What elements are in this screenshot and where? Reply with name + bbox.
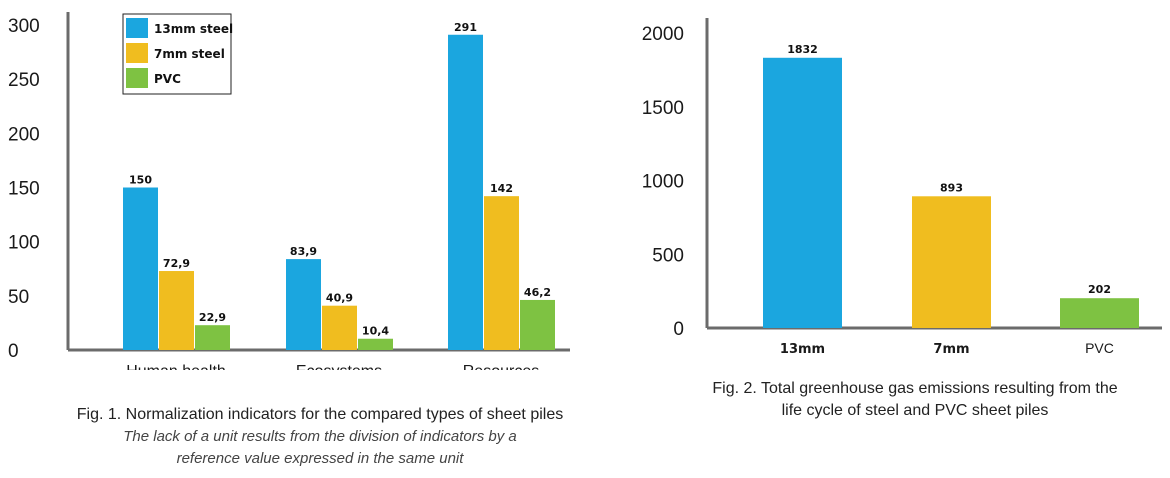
- legend-swatch: [126, 18, 148, 38]
- bar-7mm-steel: [159, 271, 194, 350]
- chart1-caption-title: Fig. 1. Normalization indicators for the…: [76, 406, 564, 423]
- y-tick-label: 50: [8, 287, 29, 308]
- data-label: 291: [454, 21, 477, 34]
- y-tick-label: 150: [8, 179, 40, 200]
- data-label: 202: [1088, 283, 1111, 296]
- bar-13mm-steel: [123, 187, 158, 350]
- bar-7mm-steel: [484, 196, 519, 350]
- data-label: 893: [940, 181, 963, 194]
- y-tick-label: 0: [673, 319, 684, 340]
- x-tick-label: 13mm: [780, 342, 825, 357]
- y-tick-label: 1500: [642, 98, 684, 119]
- bar-pvc: [358, 338, 393, 350]
- data-label: 72,9: [163, 257, 190, 270]
- data-label: 46,2: [524, 286, 551, 299]
- y-tick-label: 0: [8, 341, 19, 362]
- data-label: 22,9: [199, 311, 226, 324]
- data-label: 142: [490, 182, 513, 195]
- chart2-bars: 1832 893 202: [763, 43, 1139, 328]
- bar-7mm: [912, 196, 991, 328]
- y-tick-label: 500: [652, 245, 684, 266]
- legend-label: 13mm steel: [154, 22, 233, 36]
- legend-label: 7mm steel: [154, 47, 225, 61]
- x-tick-label: Ecosystems: [296, 363, 382, 370]
- y-tick-label: 100: [8, 233, 40, 254]
- y-tick-label: 1000: [642, 172, 684, 193]
- bar-pvc: [1060, 298, 1139, 328]
- bar-7mm-steel: [322, 305, 357, 350]
- data-label: 1832: [787, 43, 818, 56]
- data-label: 10,4: [362, 325, 389, 338]
- chart1-caption-note: The lack of a unit results from the divi…: [123, 428, 517, 467]
- legend-swatch: [126, 43, 148, 63]
- data-label: 40,9: [326, 292, 353, 305]
- x-tick-label: 7mm: [933, 342, 969, 357]
- x-tick-label: Resources: [463, 363, 539, 370]
- bar-13mm-steel: [286, 259, 321, 350]
- legend-swatch: [126, 68, 148, 88]
- x-tick-label: PVC: [1085, 340, 1114, 356]
- bar-13mm-steel: [448, 34, 483, 350]
- chart1-caption: Fig. 1. Normalization indicators for the…: [20, 404, 620, 470]
- y-tick-label: 200: [8, 124, 40, 145]
- chart1-legend: 13mm steel 7mm steel PVC: [122, 13, 233, 95]
- data-label: 150: [129, 174, 152, 187]
- chart-greenhouse-emissions: 0 500 1000 1500 2000 13mm 7mm PVC 1832 893 202: [642, 18, 1162, 357]
- chart1-bars: 150 72,9 22,9 83,9 40,9 10,4 291 142 46,2: [123, 21, 555, 350]
- y-tick-label: 2000: [642, 24, 684, 45]
- legend-label: PVC: [154, 72, 181, 86]
- chart2-caption-title: Fig. 2. Total greenhouse gas emissions r…: [712, 380, 1118, 419]
- chart2-caption: Fig. 2. Total greenhouse gas emissions r…: [700, 378, 1130, 422]
- y-tick-label: 300: [8, 16, 40, 37]
- data-label: 83,9: [290, 245, 317, 258]
- bar-pvc: [520, 299, 555, 350]
- x-tick-label: Human health: [126, 363, 226, 370]
- chart-normalization: 0 50 100 150 200 250 300 Human health Ecosystems…: [8, 12, 570, 370]
- bar-13mm: [763, 57, 842, 328]
- y-tick-label: 250: [8, 70, 40, 91]
- bar-pvc: [195, 325, 230, 350]
